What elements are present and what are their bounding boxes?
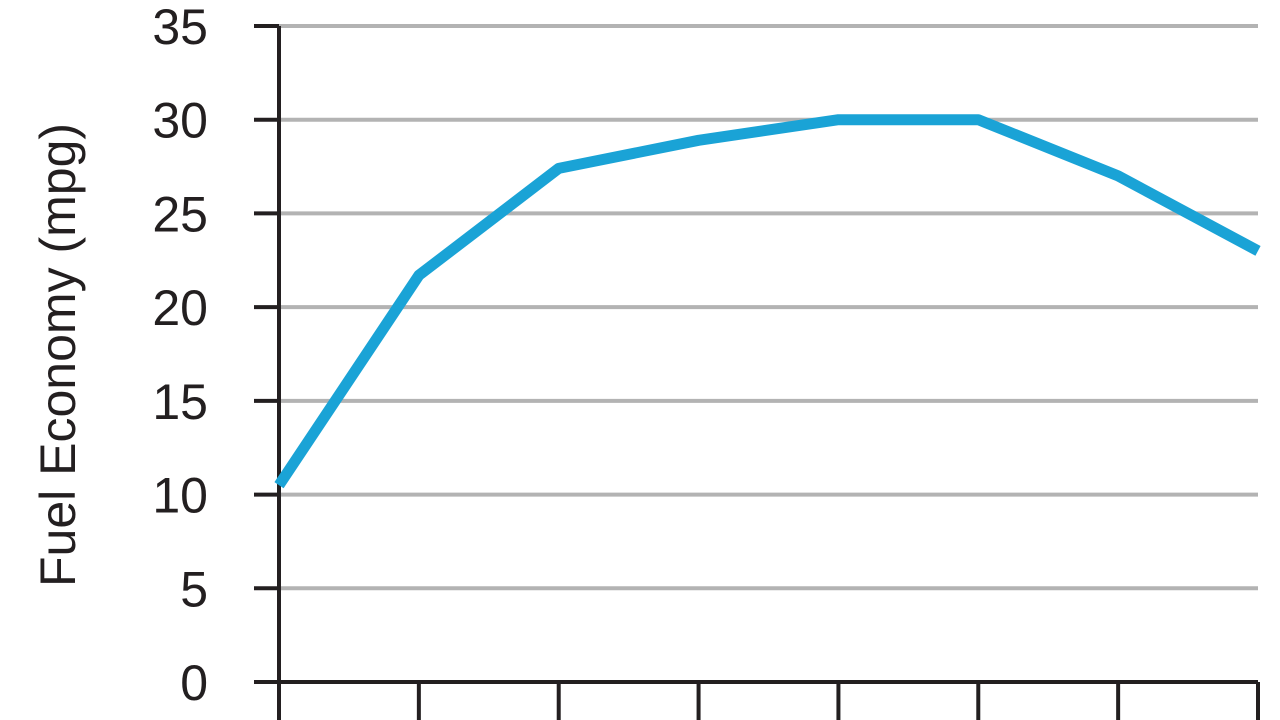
series-line xyxy=(274,114,1261,489)
y-tick-label: 10 xyxy=(152,468,208,524)
y-tick-label: 5 xyxy=(180,561,208,617)
gridlines xyxy=(279,24,1258,591)
y-tick-label: 15 xyxy=(152,374,208,430)
y-tick-label: 25 xyxy=(152,186,208,242)
series-layer xyxy=(274,114,1261,489)
x-axis-ticks xyxy=(277,682,1260,720)
y-axis-label: Fuel Economy (mpg) xyxy=(30,123,86,587)
y-tick-label: 0 xyxy=(180,655,208,711)
y-tick-label: 20 xyxy=(152,280,208,336)
y-tick-label: 30 xyxy=(152,93,208,149)
y-axis-ticks: 0 5 10 15 20 25 30 35 xyxy=(152,0,279,711)
y-tick-label: 35 xyxy=(152,0,208,55)
